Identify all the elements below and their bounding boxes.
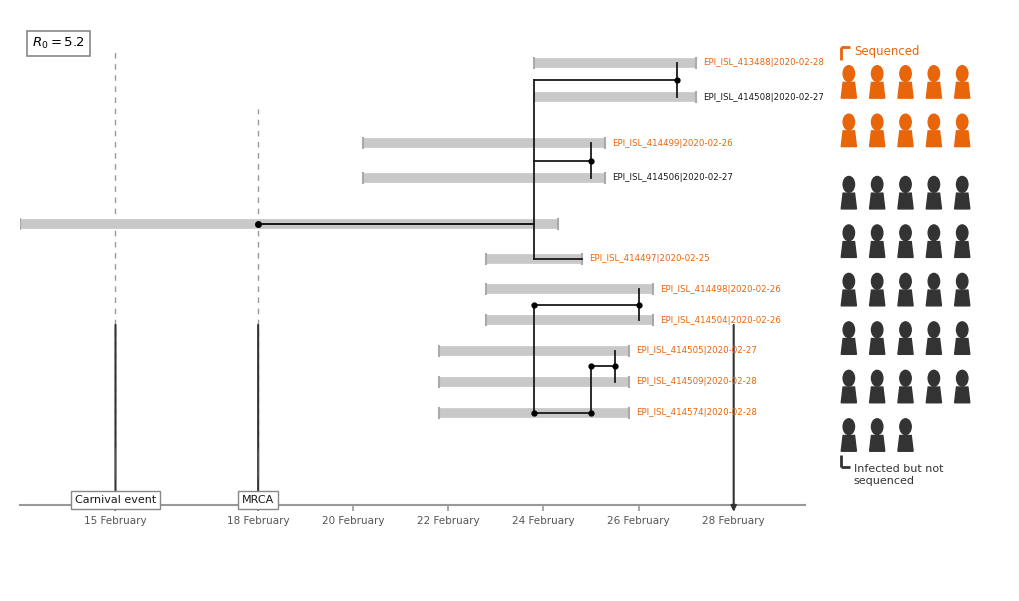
Polygon shape bbox=[955, 82, 970, 98]
Text: Infected but not
sequenced: Infected but not sequenced bbox=[854, 465, 944, 486]
Text: $R_0 = 5.2$: $R_0 = 5.2$ bbox=[33, 36, 85, 51]
Polygon shape bbox=[926, 131, 942, 147]
Polygon shape bbox=[869, 242, 884, 257]
Polygon shape bbox=[898, 338, 913, 355]
Polygon shape bbox=[842, 82, 856, 98]
Circle shape bbox=[957, 225, 968, 241]
Polygon shape bbox=[955, 290, 970, 306]
Circle shape bbox=[843, 177, 855, 192]
Polygon shape bbox=[842, 242, 856, 257]
Text: MRCA: MRCA bbox=[243, 495, 274, 505]
Circle shape bbox=[928, 114, 940, 130]
Polygon shape bbox=[842, 387, 856, 403]
Text: Carnival event: Carnival event bbox=[74, 495, 156, 505]
Polygon shape bbox=[842, 290, 856, 306]
Text: EPI_ISL_414505|2020-02-27: EPI_ISL_414505|2020-02-27 bbox=[636, 347, 757, 355]
Polygon shape bbox=[955, 338, 970, 355]
Circle shape bbox=[843, 370, 855, 386]
Circle shape bbox=[957, 322, 968, 338]
Polygon shape bbox=[955, 131, 970, 147]
Text: EPI_ISL_414499|2020-02-26: EPI_ISL_414499|2020-02-26 bbox=[612, 139, 733, 148]
Polygon shape bbox=[869, 387, 884, 403]
Circle shape bbox=[900, 273, 911, 289]
Circle shape bbox=[928, 273, 940, 289]
Circle shape bbox=[871, 419, 882, 435]
Circle shape bbox=[843, 66, 855, 82]
Polygon shape bbox=[955, 387, 970, 403]
Text: EPI_ISL_414574|2020-02-28: EPI_ISL_414574|2020-02-28 bbox=[636, 408, 757, 417]
Circle shape bbox=[843, 322, 855, 338]
Polygon shape bbox=[869, 82, 884, 98]
Polygon shape bbox=[926, 290, 942, 306]
Text: EPI_ISL_414509|2020-02-28: EPI_ISL_414509|2020-02-28 bbox=[636, 377, 757, 386]
Text: EPI_ISL_414497|2020-02-25: EPI_ISL_414497|2020-02-25 bbox=[589, 254, 709, 263]
Circle shape bbox=[843, 225, 855, 241]
Polygon shape bbox=[869, 193, 884, 209]
Polygon shape bbox=[926, 387, 942, 403]
Circle shape bbox=[900, 322, 911, 338]
Polygon shape bbox=[898, 387, 913, 403]
Polygon shape bbox=[869, 338, 884, 355]
Circle shape bbox=[957, 114, 968, 130]
Polygon shape bbox=[955, 242, 970, 257]
Polygon shape bbox=[898, 131, 913, 147]
Circle shape bbox=[871, 273, 882, 289]
Text: EPI_ISL_413488|2020-02-28: EPI_ISL_413488|2020-02-28 bbox=[703, 58, 823, 67]
Polygon shape bbox=[842, 436, 856, 451]
Circle shape bbox=[871, 370, 882, 386]
Polygon shape bbox=[898, 290, 913, 306]
Circle shape bbox=[871, 322, 882, 338]
Polygon shape bbox=[926, 193, 942, 209]
Text: EPI_ISL_414508|2020-02-27: EPI_ISL_414508|2020-02-27 bbox=[703, 93, 823, 102]
Circle shape bbox=[957, 370, 968, 386]
Circle shape bbox=[928, 322, 940, 338]
Circle shape bbox=[900, 114, 911, 130]
Polygon shape bbox=[926, 82, 942, 98]
Circle shape bbox=[957, 273, 968, 289]
Polygon shape bbox=[842, 193, 856, 209]
Polygon shape bbox=[869, 290, 884, 306]
Circle shape bbox=[900, 66, 911, 82]
Circle shape bbox=[900, 370, 911, 386]
Circle shape bbox=[900, 419, 911, 435]
Polygon shape bbox=[842, 338, 856, 355]
Text: EPI_ISL_414498|2020-02-26: EPI_ISL_414498|2020-02-26 bbox=[660, 285, 781, 294]
Polygon shape bbox=[898, 242, 913, 257]
Polygon shape bbox=[898, 193, 913, 209]
Circle shape bbox=[843, 273, 855, 289]
Polygon shape bbox=[869, 131, 884, 147]
Circle shape bbox=[843, 419, 855, 435]
Circle shape bbox=[928, 225, 940, 241]
Circle shape bbox=[900, 225, 911, 241]
Polygon shape bbox=[869, 436, 884, 451]
Circle shape bbox=[900, 177, 911, 192]
Polygon shape bbox=[898, 436, 913, 451]
Polygon shape bbox=[955, 193, 970, 209]
Circle shape bbox=[928, 66, 940, 82]
Polygon shape bbox=[926, 242, 942, 257]
Text: Sequenced: Sequenced bbox=[854, 45, 919, 58]
Circle shape bbox=[957, 66, 968, 82]
Polygon shape bbox=[898, 82, 913, 98]
Circle shape bbox=[928, 177, 940, 192]
Circle shape bbox=[871, 225, 882, 241]
Circle shape bbox=[871, 66, 882, 82]
Circle shape bbox=[843, 114, 855, 130]
Circle shape bbox=[928, 370, 940, 386]
Text: EPI_ISL_414506|2020-02-27: EPI_ISL_414506|2020-02-27 bbox=[612, 174, 734, 182]
Circle shape bbox=[871, 114, 882, 130]
Circle shape bbox=[871, 177, 882, 192]
Text: EPI_ISL_414504|2020-02-26: EPI_ISL_414504|2020-02-26 bbox=[660, 316, 781, 325]
Polygon shape bbox=[842, 131, 856, 147]
Circle shape bbox=[957, 177, 968, 192]
Polygon shape bbox=[926, 338, 942, 355]
